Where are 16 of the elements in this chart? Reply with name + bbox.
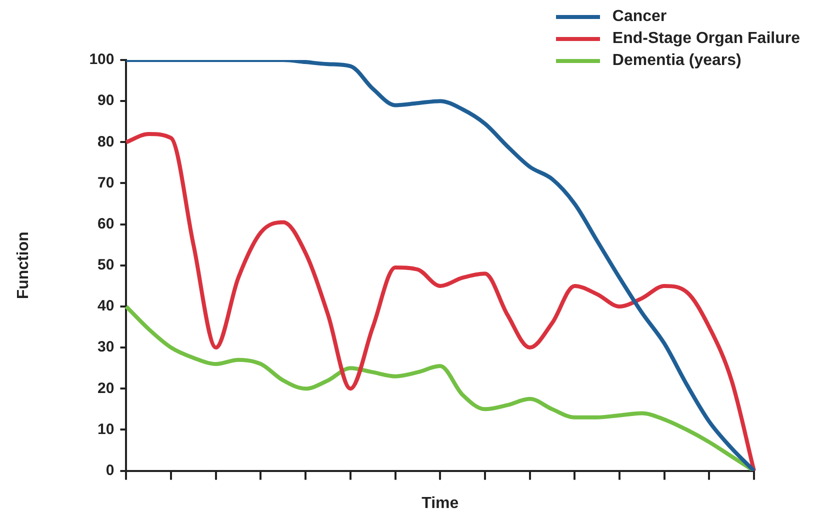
y-axis-title: Function bbox=[15, 232, 32, 300]
y-tick-label: 80 bbox=[98, 133, 114, 150]
y-tick-label: 90 bbox=[98, 92, 114, 110]
legend-label: Dementia (years) bbox=[612, 52, 742, 70]
legend-label: End-Stage Organ Failure bbox=[612, 30, 800, 48]
y-tick-label: 60 bbox=[98, 215, 114, 232]
y-tick-label: 100 bbox=[89, 51, 114, 68]
y-tick-label: 20 bbox=[98, 380, 114, 397]
y-tick-label: 50 bbox=[98, 256, 114, 274]
y-tick-label: 10 bbox=[98, 420, 114, 438]
y-tick-label: 70 bbox=[98, 174, 114, 192]
y-tick-label: 40 bbox=[98, 298, 114, 315]
x-axis-title: Time bbox=[422, 494, 459, 512]
legend-label: Cancer bbox=[612, 8, 667, 26]
y-tick-label: 0 bbox=[106, 462, 114, 479]
y-tick-label: 30 bbox=[98, 338, 114, 356]
